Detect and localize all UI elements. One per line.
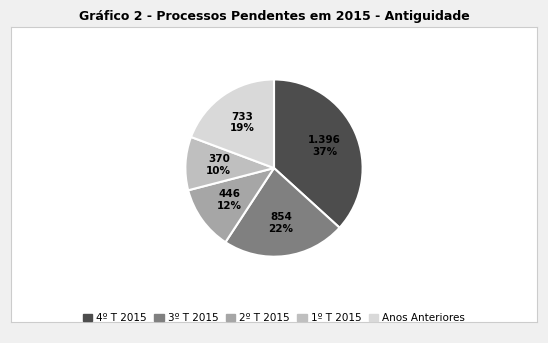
Text: 370
10%: 370 10% bbox=[206, 154, 231, 176]
Text: 1.396
37%: 1.396 37% bbox=[308, 135, 341, 156]
Text: 854
22%: 854 22% bbox=[269, 212, 294, 234]
Wedge shape bbox=[225, 168, 340, 257]
Wedge shape bbox=[274, 80, 363, 228]
Wedge shape bbox=[185, 137, 274, 190]
Wedge shape bbox=[191, 80, 274, 168]
Text: Gráfico 2 - Processos Pendentes em 2015 - Antiguidade: Gráfico 2 - Processos Pendentes em 2015 … bbox=[78, 10, 470, 23]
Wedge shape bbox=[188, 168, 274, 242]
Text: 446
12%: 446 12% bbox=[216, 189, 242, 211]
Legend: 4º T 2015, 3º T 2015, 2º T 2015, 1º T 2015, Anos Anteriores: 4º T 2015, 3º T 2015, 2º T 2015, 1º T 20… bbox=[79, 309, 469, 327]
Text: 733
19%: 733 19% bbox=[230, 112, 255, 133]
